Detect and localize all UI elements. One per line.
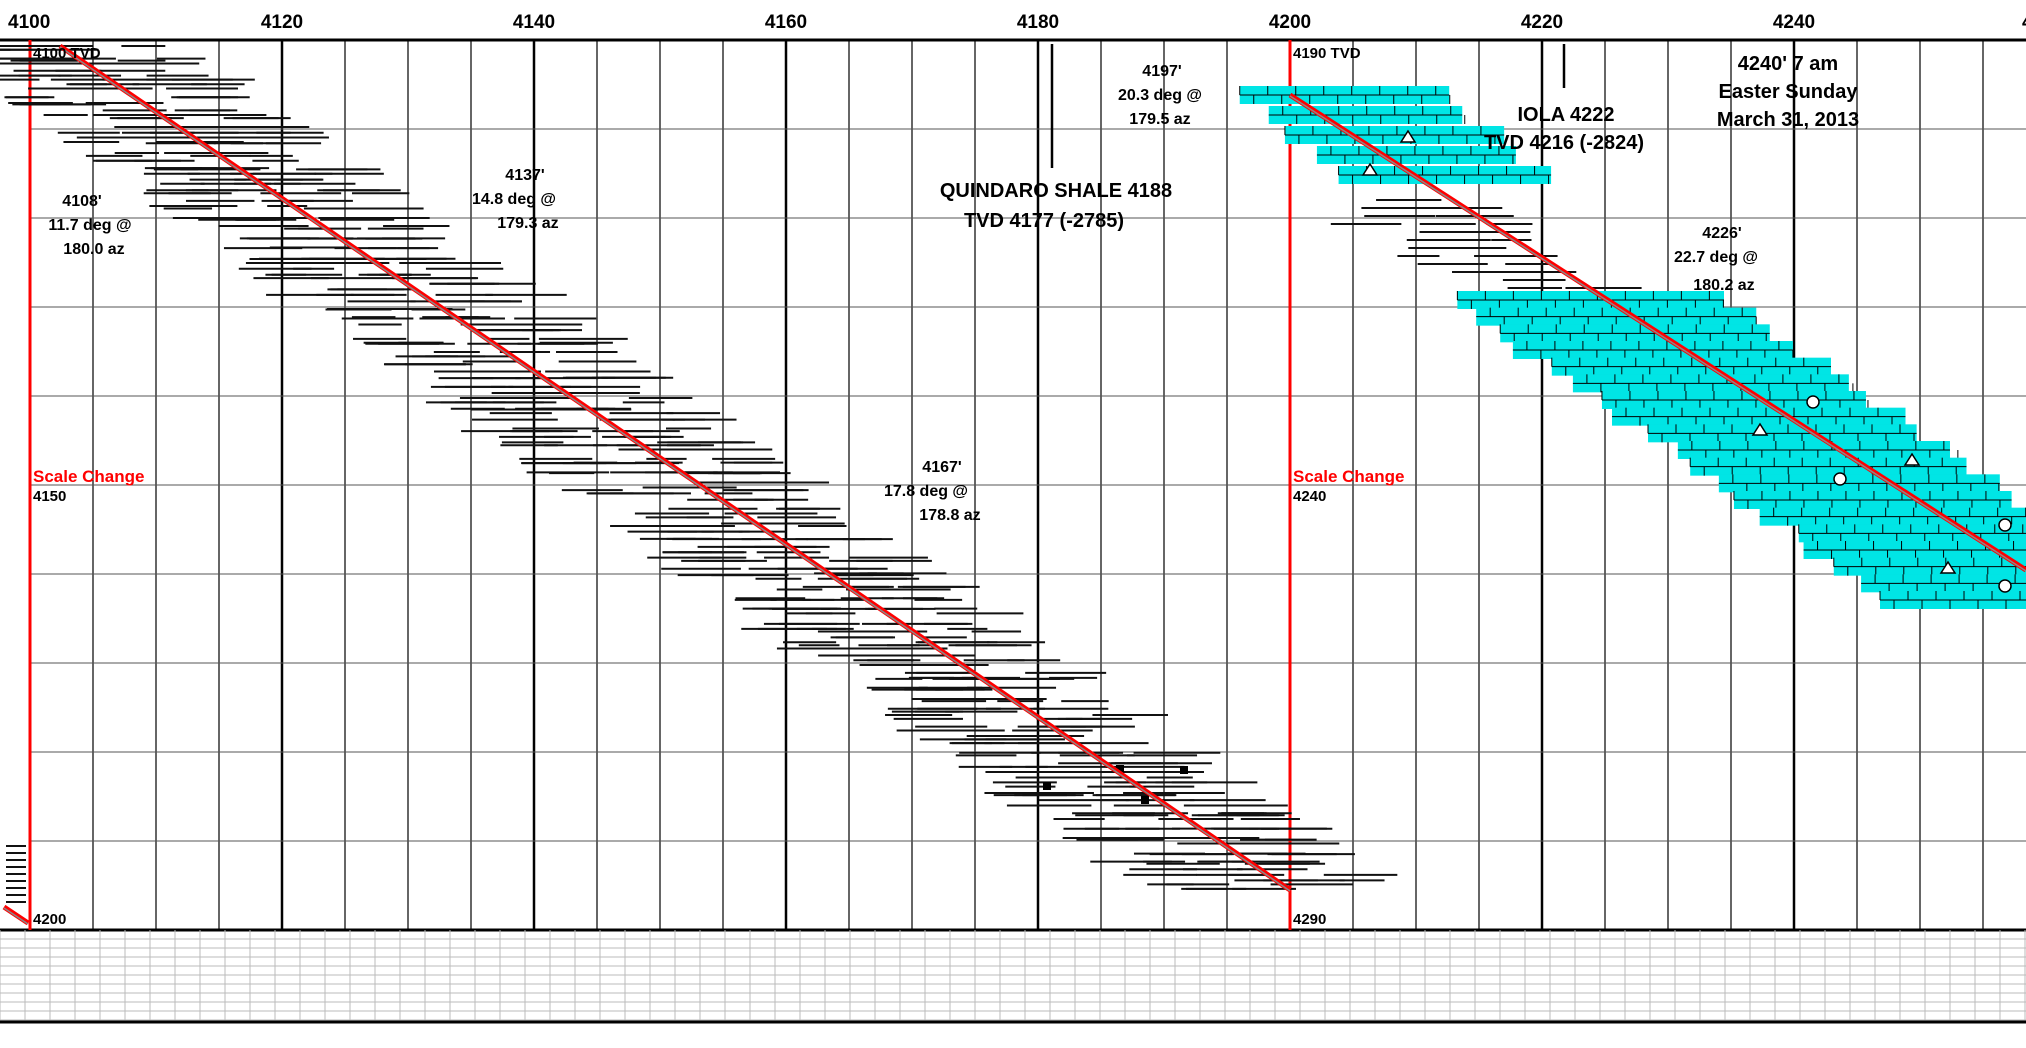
oolite-symbol bbox=[1998, 579, 2012, 593]
depth-label: 4290 bbox=[1293, 911, 1326, 928]
x-tick-label: 4160 bbox=[765, 12, 807, 33]
x-tick-label: 4140 bbox=[513, 12, 555, 33]
trajectory-shadow-line bbox=[1289, 95, 2026, 572]
survey-annotation: 180.2 az bbox=[1693, 277, 1754, 294]
marker-square bbox=[1141, 796, 1149, 804]
survey-annotation: 17.8 deg @ bbox=[884, 483, 968, 500]
x-tick-label: 4220 bbox=[1521, 12, 1563, 33]
x-tick-label: 4120 bbox=[261, 12, 303, 33]
fossil-symbol bbox=[1939, 560, 1957, 574]
trajectory-shadow-line bbox=[59, 46, 1291, 892]
fossil-symbol bbox=[1903, 452, 1921, 466]
survey-annotation: 4226' bbox=[1702, 225, 1741, 242]
survey-annotation: 4108' bbox=[62, 193, 101, 210]
x-tick-label: 4100 bbox=[8, 12, 50, 33]
survey-annotation: 20.3 deg @ bbox=[1118, 87, 1202, 104]
oolite-symbol bbox=[1833, 472, 1847, 486]
survey-annotation: 14.8 deg @ bbox=[472, 191, 556, 208]
formation-top-label: TVD 4177 (-2785) bbox=[964, 210, 1124, 232]
x-tick-label: 4240 bbox=[1773, 12, 1815, 33]
survey-annotation: 180.0 az bbox=[63, 241, 124, 258]
survey-annotation: 179.3 az bbox=[497, 215, 558, 232]
survey-annotation: 4197' bbox=[1142, 63, 1181, 80]
survey-annotation: 179.5 az bbox=[1129, 111, 1190, 128]
depth-label: 4100 TVD bbox=[33, 45, 101, 62]
depth-label: 4190 TVD bbox=[1293, 45, 1361, 62]
survey-annotation: 11.7 deg @ bbox=[48, 217, 131, 234]
depth-label: 4150 bbox=[33, 488, 66, 505]
depth-label: 4240 bbox=[1293, 488, 1326, 505]
marker-square bbox=[1180, 766, 1188, 774]
x-tick-label: 4 bbox=[2022, 12, 2026, 33]
marker-square bbox=[1116, 765, 1124, 773]
grid-layer bbox=[0, 38, 2026, 1024]
scale-change-label: Scale Change bbox=[1293, 467, 1405, 486]
formation-top-label: TVD 4216 (-2824) bbox=[1484, 132, 1644, 154]
survey-annotation: 4137' bbox=[505, 167, 544, 184]
trajectory-line bbox=[58, 43, 1292, 893]
oolite-symbol bbox=[1806, 395, 1820, 409]
fossil-symbol bbox=[1751, 422, 1769, 436]
annotation-layer: 4100 4120 4140 4160 4180 4200 4220 4240 4 4100 TV… bbox=[8, 12, 2026, 928]
oolite-symbol bbox=[1998, 518, 2012, 532]
x-tick-label: 4180 bbox=[1017, 12, 1059, 33]
trajectory-layer bbox=[2, 43, 2026, 926]
lithology-layer bbox=[0, 44, 2026, 903]
marker-square bbox=[1043, 782, 1051, 790]
formation-top-label: QUINDARO SHALE 4188 bbox=[940, 180, 1172, 202]
fossil-symbol bbox=[1361, 162, 1379, 176]
survey-annotation: 178.8 az bbox=[919, 507, 980, 524]
formation-top-label: IOLA 4222 bbox=[1517, 104, 1614, 126]
trajectory-line bbox=[2, 904, 30, 926]
survey-annotation: 22.7 deg @ bbox=[1674, 249, 1758, 266]
event-note: Easter Sunday bbox=[1719, 81, 1859, 103]
survey-annotation: 4167' bbox=[922, 459, 961, 476]
trajectory-shadow-line bbox=[3, 907, 29, 925]
event-note: March 31, 2013 bbox=[1717, 109, 1859, 131]
trajectory-line bbox=[1288, 92, 2026, 573]
scale-change-label: Scale Change bbox=[33, 467, 145, 486]
event-note: 4240' 7 am bbox=[1738, 53, 1838, 75]
fossil-symbol bbox=[1399, 129, 1417, 143]
x-tick-label: 4200 bbox=[1269, 12, 1311, 33]
depth-label: 4200 bbox=[33, 911, 66, 928]
